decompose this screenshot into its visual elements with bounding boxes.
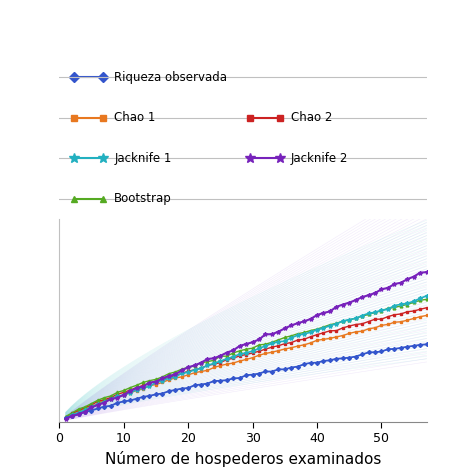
Text: Jacknife 1: Jacknife 1: [114, 152, 172, 165]
Text: Riqueza observada: Riqueza observada: [114, 71, 228, 83]
Text: Chao 1: Chao 1: [114, 111, 156, 124]
Text: Jacknife 2: Jacknife 2: [291, 152, 348, 165]
Text: Bootstrap: Bootstrap: [114, 192, 172, 205]
X-axis label: Número de hospederos examinados: Número de hospederos examinados: [105, 451, 381, 467]
Text: Chao 2: Chao 2: [291, 111, 332, 124]
